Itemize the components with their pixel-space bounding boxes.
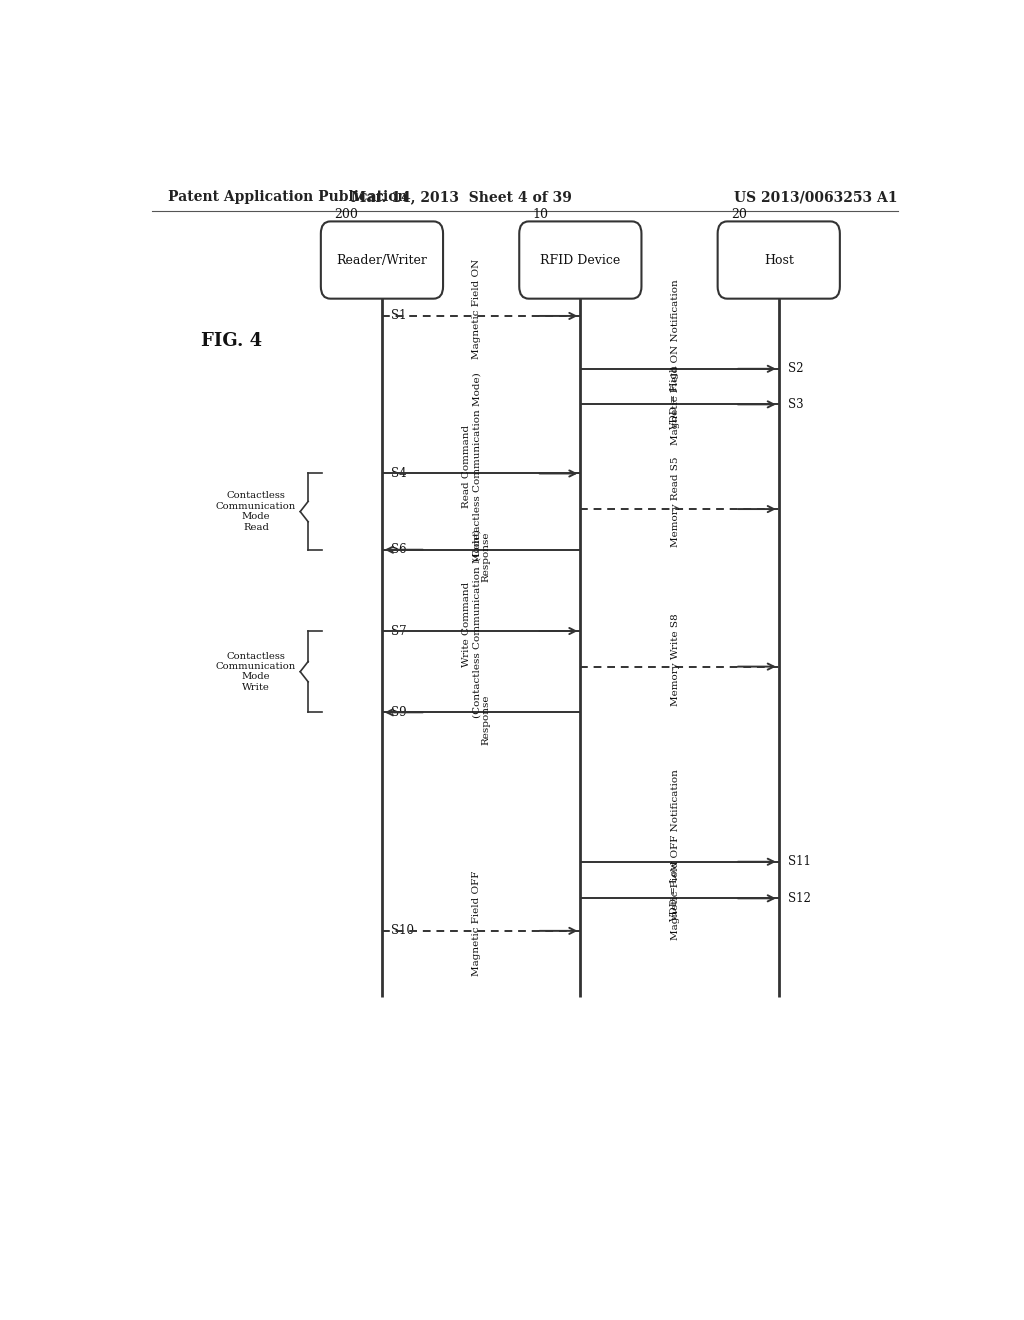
Text: Contactless
Communication
Mode
Write: Contactless Communication Mode Write [216, 652, 296, 692]
Text: Host: Host [764, 253, 794, 267]
Text: FIG. 4: FIG. 4 [201, 333, 262, 350]
Text: Write Command
(Contactless Communication Mode): Write Command (Contactless Communication… [462, 529, 481, 718]
Text: Mar. 14, 2013  Sheet 4 of 39: Mar. 14, 2013 Sheet 4 of 39 [351, 190, 571, 205]
FancyBboxPatch shape [718, 222, 840, 298]
FancyBboxPatch shape [519, 222, 641, 298]
Text: Contactless
Communication
Mode
Read: Contactless Communication Mode Read [216, 491, 296, 532]
Text: S10: S10 [391, 924, 415, 937]
Text: Reader/Writer: Reader/Writer [337, 253, 427, 267]
Text: S12: S12 [788, 892, 811, 904]
Text: S6: S6 [391, 544, 408, 556]
Text: VDD = Low: VDD = Low [671, 861, 680, 921]
Text: US 2013/0063253 A1: US 2013/0063253 A1 [734, 190, 898, 205]
Text: S2: S2 [788, 362, 804, 375]
Text: Memory Write S8: Memory Write S8 [671, 614, 680, 706]
Text: 10: 10 [532, 209, 549, 222]
Text: Response: Response [481, 694, 490, 744]
Text: Memory Read S5: Memory Read S5 [671, 457, 680, 548]
Text: S1: S1 [391, 309, 407, 322]
Text: RFID Device: RFID Device [541, 253, 621, 267]
Text: S4: S4 [391, 467, 408, 480]
Text: S3: S3 [788, 397, 804, 411]
Text: Magnetic Field OFF Notification: Magnetic Field OFF Notification [671, 770, 680, 940]
Text: 20: 20 [731, 209, 748, 222]
Text: S11: S11 [788, 855, 811, 869]
FancyBboxPatch shape [321, 222, 443, 298]
Text: S9: S9 [391, 706, 408, 719]
Text: Read Command
(Contactless Communication Mode): Read Command (Contactless Communication … [462, 372, 481, 561]
Text: Magnetic Field ON: Magnetic Field ON [472, 259, 481, 359]
Text: Response: Response [481, 532, 490, 582]
Text: Patent Application Publication: Patent Application Publication [168, 190, 408, 205]
Text: S7: S7 [391, 624, 408, 638]
Text: VDD = High: VDD = High [671, 364, 680, 430]
Text: Magnetic Field ON Notification: Magnetic Field ON Notification [671, 279, 680, 445]
Text: 200: 200 [334, 209, 358, 222]
Text: Magnetic Field OFF: Magnetic Field OFF [472, 871, 481, 977]
